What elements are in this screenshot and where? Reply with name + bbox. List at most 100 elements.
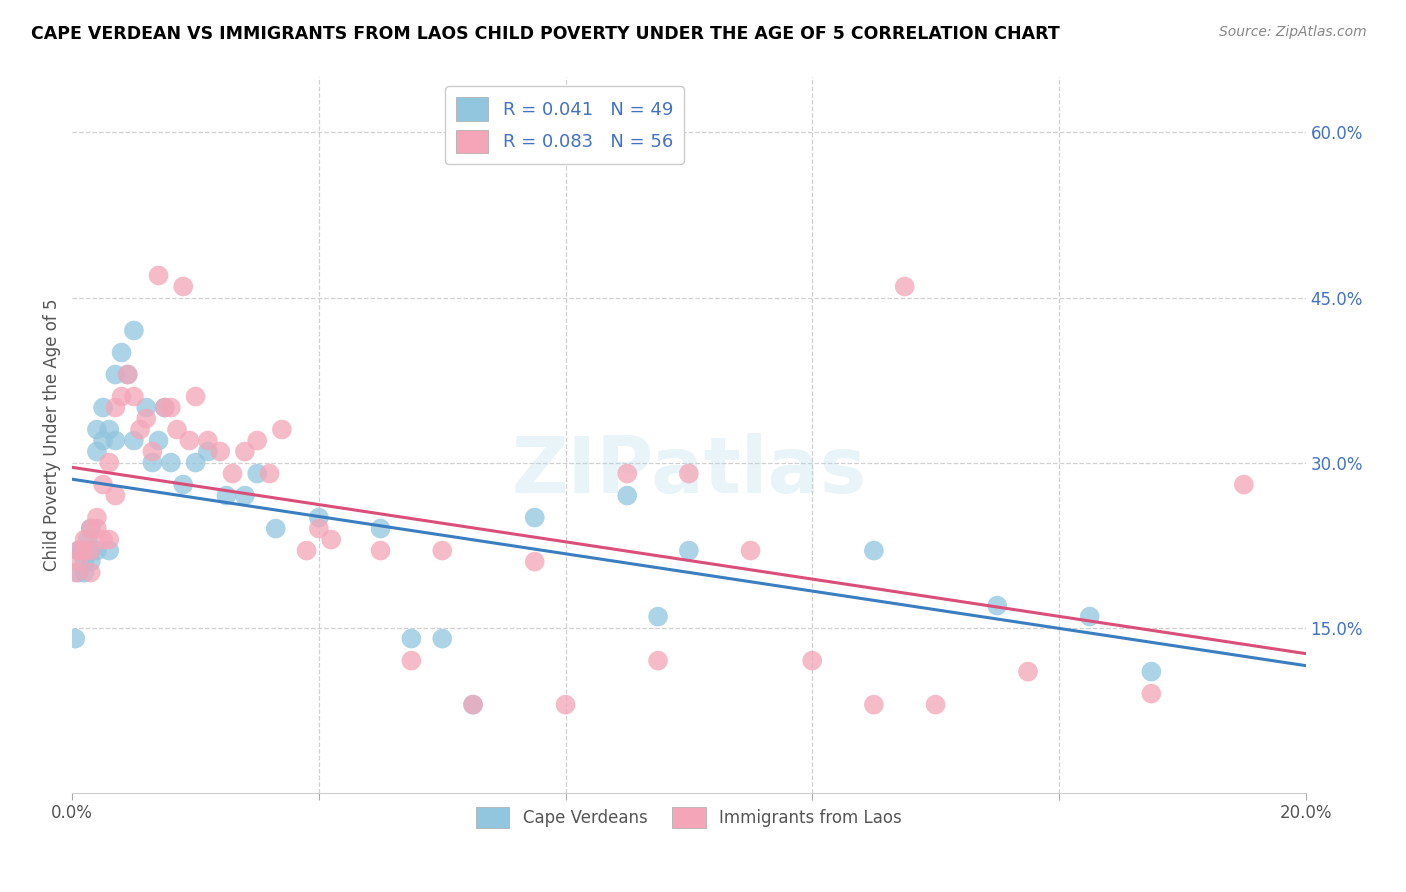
Point [80, 543, 103, 558]
Point [67, 555, 90, 569]
Point [166, 423, 188, 437]
Point [141, 444, 163, 458]
Point [401, 632, 423, 646]
Point [122, 324, 145, 338]
Point [461, 698, 484, 712]
Point [91, 533, 114, 547]
Text: Source: ZipAtlas.com: Source: ZipAtlas.com [1219, 25, 1367, 39]
Point [321, 533, 343, 547]
Point [308, 522, 330, 536]
Point [104, 489, 127, 503]
Point [129, 423, 152, 437]
Point [432, 543, 454, 558]
Point [98, 543, 121, 558]
Point [160, 456, 183, 470]
Point [76, 533, 98, 547]
Point [184, 456, 207, 470]
Point [80, 543, 103, 558]
Point [370, 543, 392, 558]
Point [67, 543, 90, 558]
Point [678, 543, 700, 558]
Point [73, 555, 96, 569]
Point [110, 390, 132, 404]
Point [259, 467, 281, 481]
Point [122, 434, 145, 448]
Point [432, 632, 454, 646]
Point [461, 698, 484, 712]
Point [1140, 665, 1163, 679]
Point [924, 698, 946, 712]
Point [86, 510, 108, 524]
Point [117, 368, 139, 382]
Legend: Cape Verdeans, Immigrants from Laos: Cape Verdeans, Immigrants from Laos [470, 801, 908, 834]
Point [160, 401, 183, 415]
Point [91, 401, 114, 415]
Point [172, 477, 194, 491]
Text: ZIPatlas: ZIPatlas [512, 433, 866, 508]
Point [104, 434, 127, 448]
Point [270, 423, 292, 437]
Point [98, 533, 121, 547]
Point [86, 543, 108, 558]
Point [184, 390, 207, 404]
Point [863, 543, 886, 558]
Point [65, 632, 87, 646]
Point [370, 522, 392, 536]
Point [73, 543, 96, 558]
Point [148, 434, 170, 448]
Point [70, 543, 93, 558]
Point [233, 489, 256, 503]
Point [264, 522, 287, 536]
Point [86, 522, 108, 536]
Point [1078, 609, 1101, 624]
Point [80, 522, 103, 536]
Point [209, 444, 232, 458]
Point [616, 489, 638, 503]
Point [246, 467, 269, 481]
Point [65, 566, 87, 580]
Point [678, 467, 700, 481]
Point [616, 467, 638, 481]
Point [893, 279, 915, 293]
Point [86, 444, 108, 458]
Point [98, 423, 121, 437]
Point [104, 401, 127, 415]
Point [141, 456, 163, 470]
Point [80, 566, 103, 580]
Point [801, 654, 824, 668]
Point [221, 467, 243, 481]
Point [523, 510, 546, 524]
Point [117, 368, 139, 382]
Point [1017, 665, 1039, 679]
Point [73, 566, 96, 580]
Point [148, 268, 170, 283]
Y-axis label: Child Poverty Under the Age of 5: Child Poverty Under the Age of 5 [44, 299, 60, 571]
Point [863, 698, 886, 712]
Point [67, 543, 90, 558]
Point [233, 444, 256, 458]
Point [86, 423, 108, 437]
Point [295, 543, 318, 558]
Point [73, 533, 96, 547]
Point [1140, 687, 1163, 701]
Point [647, 609, 669, 624]
Text: CAPE VERDEAN VS IMMIGRANTS FROM LAOS CHILD POVERTY UNDER THE AGE OF 5 CORRELATIO: CAPE VERDEAN VS IMMIGRANTS FROM LAOS CHI… [31, 25, 1060, 43]
Point [135, 411, 157, 425]
Point [554, 698, 576, 712]
Point [523, 555, 546, 569]
Point [215, 489, 238, 503]
Point [308, 510, 330, 524]
Point [172, 279, 194, 293]
Point [153, 401, 176, 415]
Point [91, 477, 114, 491]
Point [110, 345, 132, 359]
Point [80, 555, 103, 569]
Point [122, 390, 145, 404]
Point [80, 522, 103, 536]
Point [104, 368, 127, 382]
Point [1233, 477, 1256, 491]
Point [197, 434, 219, 448]
Point [98, 456, 121, 470]
Point [73, 543, 96, 558]
Point [246, 434, 269, 448]
